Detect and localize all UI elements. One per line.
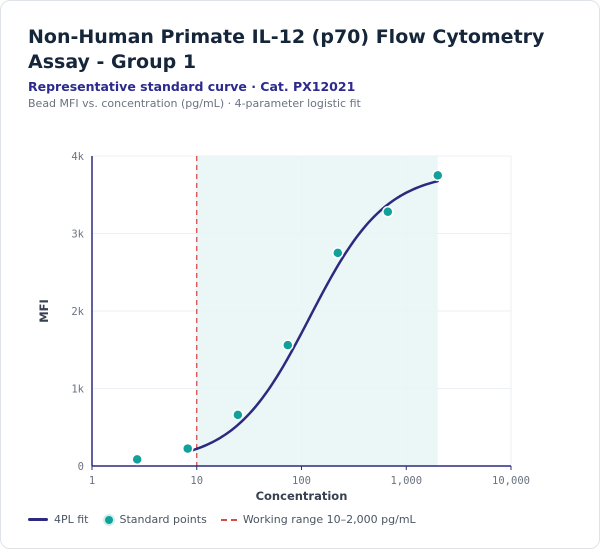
data-point [181,442,194,455]
data-point [232,409,244,421]
y-tick-label: 2k [71,306,84,318]
x-tick-label: 1 [89,475,95,487]
x-axis-label: Concentration [256,489,348,503]
chart-description: Bead MFI vs. concentration (pg/mL) · 4-p… [28,97,361,110]
legend-item-fit[interactable]: 4PL fit [28,513,89,526]
x-tick-label: 10,000 [492,475,530,487]
legend-item-range[interactable]: Working range 10–2,000 pg/mL [220,513,416,526]
data-point [131,453,143,466]
legend-label-range: Working range 10–2,000 pg/mL [242,513,416,526]
dash-swatch-icon [220,518,237,521]
legend-label-points: Standard points [119,513,207,526]
tick-labels: 1 10 100 1,000 10,000 0 1k 2k 3k 4k [71,151,530,487]
chart-title: Non-Human Primate IL-12 (p70) Flow Cytom… [28,26,545,73]
y-tick-label: 4k [71,151,84,163]
y-tick-label: 0 [78,461,84,473]
fit-curve [185,179,440,454]
data-point [282,339,294,351]
legend: 4PL fit Standard points Working range 10… [28,513,430,526]
legend-label-fit: 4PL fit [54,513,89,526]
x-tick-label: 1,000 [390,475,422,487]
data-point [332,247,344,259]
working-range-band [196,156,438,466]
chart-subtitle: Representative standard curve · Cat. PX1… [28,79,356,94]
dot-swatch-icon [102,513,115,526]
data-point [382,206,394,218]
standard-points [131,169,444,466]
y-tick-label: 3k [71,229,84,241]
y-tick-label: 1k [71,384,84,396]
x-tick-label: 100 [292,475,311,487]
line-swatch-icon [28,518,48,521]
x-tick-label: 10 [190,475,203,487]
data-point [432,169,444,182]
legend-item-points[interactable]: Standard points [102,513,207,526]
y-axis-label: MFI [37,299,51,323]
